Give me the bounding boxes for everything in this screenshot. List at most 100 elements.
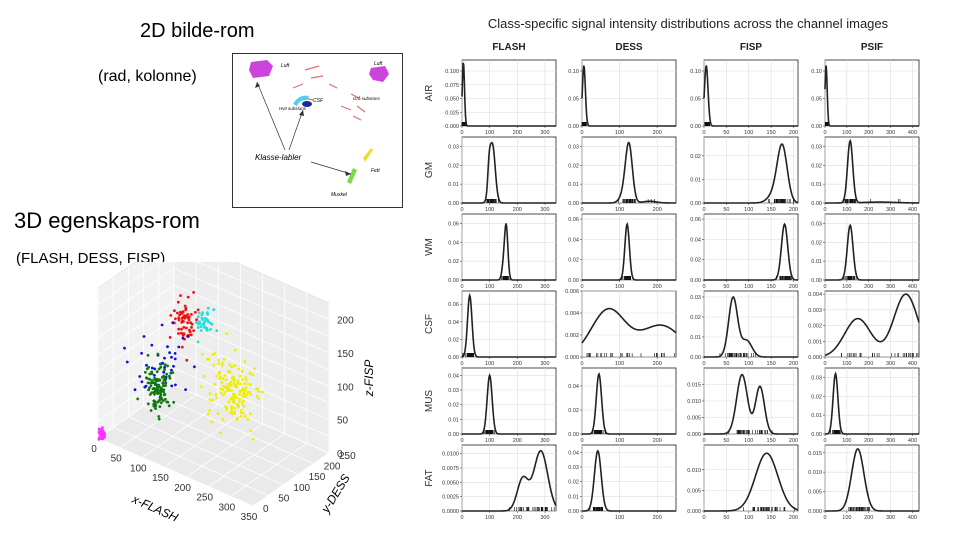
point-wm: [198, 322, 202, 326]
y-tick-label: 0.03: [448, 388, 459, 394]
x-tick-label: 100: [744, 438, 753, 444]
point-fat: [208, 409, 212, 412]
point-fat: [244, 414, 248, 418]
x-tick-label: 0: [580, 207, 583, 213]
z-grid-left: [97, 351, 175, 405]
rug-marks: [824, 122, 829, 126]
point-mus: [150, 372, 154, 376]
x-grid-floor: [186, 423, 263, 478]
rug-marks: [501, 276, 511, 280]
point-fat: [249, 393, 253, 396]
x-tick-label: 0: [823, 284, 826, 290]
point-csf: [173, 357, 177, 361]
point-fat: [227, 400, 231, 404]
point-gm: [178, 313, 182, 317]
panel-frame: [461, 290, 557, 358]
x-tick-label: 200: [789, 438, 798, 444]
y-tick-label: 0.03: [811, 144, 822, 150]
panel-frame: [581, 213, 677, 281]
density-curve: [825, 223, 919, 281]
y-tick-label: 0.02: [448, 163, 459, 169]
x-tick-label: 100: [842, 284, 851, 290]
point-fat: [244, 386, 248, 389]
point-fat: [223, 391, 227, 394]
y-tick-label: 100: [293, 483, 310, 494]
y-tick-label: 0.00: [690, 124, 701, 130]
x-tick-label: 100: [485, 438, 494, 444]
point-fat: [261, 390, 264, 394]
y-tick-label: 0.00: [811, 124, 822, 130]
point-fat: [228, 370, 232, 374]
point-gm: [169, 314, 173, 317]
point-fat: [203, 374, 206, 378]
point-fat: [222, 357, 226, 361]
y-tick-label: 0.000: [808, 355, 822, 361]
point-fat: [208, 398, 212, 402]
point-gm: [182, 326, 186, 329]
point-wm: [199, 325, 203, 329]
point-csf: [166, 345, 169, 349]
y-tick-label: 0.01: [448, 182, 459, 188]
point-gm: [186, 295, 190, 299]
point-wm: [198, 320, 201, 323]
y-tick-label: 0.10: [568, 69, 579, 75]
point-csf: [177, 345, 181, 349]
x-tick-label: 150: [767, 515, 776, 521]
kde-panel-csf-flash: 0 100 200 300 0.00 0.02 0.04 0.06: [448, 290, 557, 367]
point-gm: [180, 331, 183, 335]
point-fat: [253, 367, 256, 371]
point-fat: [217, 359, 221, 362]
y-tick-label: 0.04: [448, 240, 459, 246]
point-mus: [154, 388, 157, 391]
y-tick-label: 0.010: [687, 468, 701, 474]
rug-marks: [848, 507, 871, 511]
csf-cyan: [293, 95, 309, 106]
x-tick-label: 100: [485, 130, 494, 136]
density-curve: [824, 371, 919, 435]
point-csf: [133, 388, 137, 392]
point-gm: [190, 326, 193, 329]
y-tick-label: 0.00: [811, 278, 822, 284]
x-tick-label: 400: [908, 130, 917, 136]
x-tick-label: 200: [789, 130, 798, 136]
point-wm: [212, 308, 216, 312]
point-fat: [212, 363, 216, 367]
x-tick-label: 100: [842, 361, 851, 367]
z-grid-back: [173, 284, 330, 354]
kde-panel-wm-flash: 0 100 200 300 0.00 0.02 0.04 0.06: [448, 213, 557, 290]
panel-frame: [703, 290, 799, 358]
x-tick-label: 0: [823, 361, 826, 367]
point-mus: [161, 381, 165, 385]
x-tick-label: 300: [540, 361, 549, 367]
kde-panel-gm-dess: 0 100 200 0.00 0.01 0.02 0.03: [568, 136, 677, 213]
panel-frame: [461, 59, 557, 127]
x-grid-floor: [230, 442, 308, 497]
x-tick-label: 0: [702, 284, 705, 290]
point-wm: [203, 320, 207, 323]
x-tick-label: 200: [513, 515, 522, 521]
x-tick-label: 100: [615, 515, 624, 521]
z-grid-back: [173, 334, 330, 404]
point-wm: [209, 328, 213, 331]
point-mus: [149, 384, 153, 388]
x-tick-label: 200: [864, 130, 873, 136]
point-mus: [153, 378, 157, 382]
point-air: [100, 430, 104, 433]
y-tick-label: 0.01: [568, 182, 579, 188]
point-mus: [167, 404, 171, 408]
point-csf: [140, 351, 144, 355]
y-tick-label: 200: [324, 462, 341, 473]
x-grid-floor: [164, 413, 241, 468]
subtitle-row-column: (rad, kolonne): [98, 68, 197, 85]
x-tick-label: 100: [615, 207, 624, 213]
fett-stroke: [363, 148, 373, 162]
point-mus: [146, 353, 150, 357]
kde-panel-mus-fisp: 0 50 100 150 200 0.000 0.005 0.010 0.015: [687, 367, 799, 444]
density-curve: [704, 143, 799, 204]
kde-panel-air-flash: 0 100 200 300 0.000 0.025 0.050 0.075 0.100: [445, 59, 557, 136]
label-csf: CSF: [313, 98, 324, 104]
point-fat: [242, 405, 246, 408]
cluster-mus: [136, 352, 176, 421]
density-curve: [582, 449, 676, 512]
y-tick-label: 0.00: [690, 278, 701, 284]
